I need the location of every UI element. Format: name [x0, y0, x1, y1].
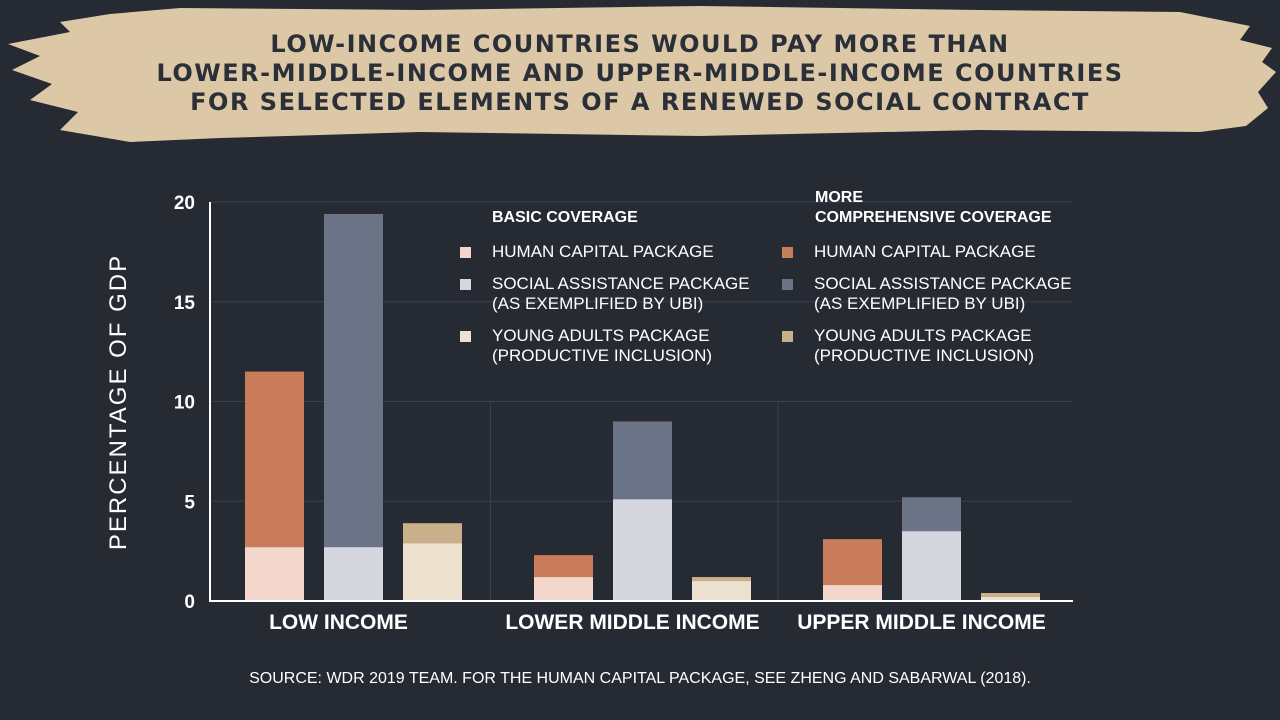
bar-young-basic-1 [692, 581, 751, 601]
legend-swatch-human-comprehensive [782, 247, 793, 258]
chart-title-line-3: FOR SELECTED ELEMENTS OF A RENEWED SOCIA… [190, 88, 1090, 116]
bar-human-basic-0 [245, 547, 304, 601]
category-label-0: LOW INCOME [269, 611, 408, 634]
bar-young-basic-0 [403, 543, 462, 601]
y-tick-label-10: 10 [174, 393, 195, 414]
chart-title-line-2: LOWER-MIDDLE-INCOME AND UPPER-MIDDLE-INC… [156, 59, 1123, 87]
legend: BASIC COVERAGE MORE COMPREHENSIVE COVERAGE… [460, 189, 1072, 365]
y-tick-label-15: 15 [174, 293, 196, 314]
legend-label-human-basic-0: HUMAN CAPITAL PACKAGE [492, 242, 714, 261]
legend-swatch-human-basic [460, 247, 471, 258]
legend-swatch-young-comprehensive [782, 331, 793, 342]
chart-title-line-1: LOW-INCOME COUNTRIES WOULD PAY MORE THAN [270, 30, 1009, 58]
bar-young-comprehensive-1 [692, 577, 751, 582]
legend-heading-basic: BASIC COVERAGE [492, 209, 638, 226]
bars [245, 213, 1040, 601]
bar-human-comprehensive-2 [823, 539, 882, 586]
legend-swatch-social-comprehensive [782, 279, 793, 290]
title-banner [8, 6, 1276, 142]
legend-swatch-young-basic [460, 331, 471, 342]
category-labels: LOW INCOME LOWER MIDDLE INCOME UPPER MIDDL… [269, 611, 1046, 634]
bar-social-basic-2 [902, 531, 961, 601]
bar-young-comprehensive-0 [403, 523, 462, 544]
bar-human-basic-2 [823, 585, 882, 601]
legend-label-young-basic-1: (PRODUCTIVE INCLUSION) [492, 346, 712, 365]
legend-swatch-social-basic [460, 279, 471, 290]
legend-label-young-comprehensive-0: YOUNG ADULTS PACKAGE [814, 326, 1032, 345]
legend-label-social-comprehensive-1: (AS EXEMPLIFIED BY UBI) [814, 294, 1025, 313]
legend-label-social-basic-0: SOCIAL ASSISTANCE PACKAGE [492, 274, 750, 293]
bar-young-comprehensive-2 [981, 593, 1040, 598]
category-label-1: LOWER MIDDLE INCOME [505, 611, 759, 634]
y-tick-label-5: 5 [184, 492, 195, 513]
legend-label-social-basic-1: (AS EXEMPLIFIED BY UBI) [492, 294, 703, 313]
legend-label-young-basic-0: YOUNG ADULTS PACKAGE [492, 326, 710, 345]
y-tick-label-0: 0 [184, 592, 195, 613]
legend-heading-comprehensive-1: COMPREHENSIVE COVERAGE [815, 209, 1052, 226]
bar-social-basic-0 [324, 547, 383, 601]
legend-label-human-comprehensive-0: HUMAN CAPITAL PACKAGE [814, 242, 1036, 261]
legend-label-social-comprehensive-0: SOCIAL ASSISTANCE PACKAGE [814, 274, 1072, 293]
y-axis-label: PERCENTAGE OF GDP [105, 254, 132, 550]
bar-human-comprehensive-0 [245, 371, 304, 548]
bar-social-basic-1 [613, 499, 672, 601]
bar-human-basic-1 [534, 577, 593, 601]
bar-young-basic-2 [981, 597, 1040, 601]
y-tick-labels: 0 5 10 15 20 [174, 193, 196, 613]
axes [209, 202, 1073, 602]
legend-heading-comprehensive-0: MORE [815, 189, 863, 206]
category-label-2: UPPER MIDDLE INCOME [797, 611, 1046, 634]
bar-human-comprehensive-1 [534, 555, 593, 578]
bar-social-comprehensive-2 [902, 497, 961, 532]
y-tick-label-20: 20 [174, 193, 195, 214]
source-note: SOURCE: WDR 2019 TEAM. FOR THE HUMAN CAP… [249, 670, 1031, 687]
legend-label-young-comprehensive-1: (PRODUCTIVE INCLUSION) [814, 346, 1034, 365]
bar-social-comprehensive-1 [613, 421, 672, 500]
bar-social-comprehensive-0 [324, 213, 383, 548]
